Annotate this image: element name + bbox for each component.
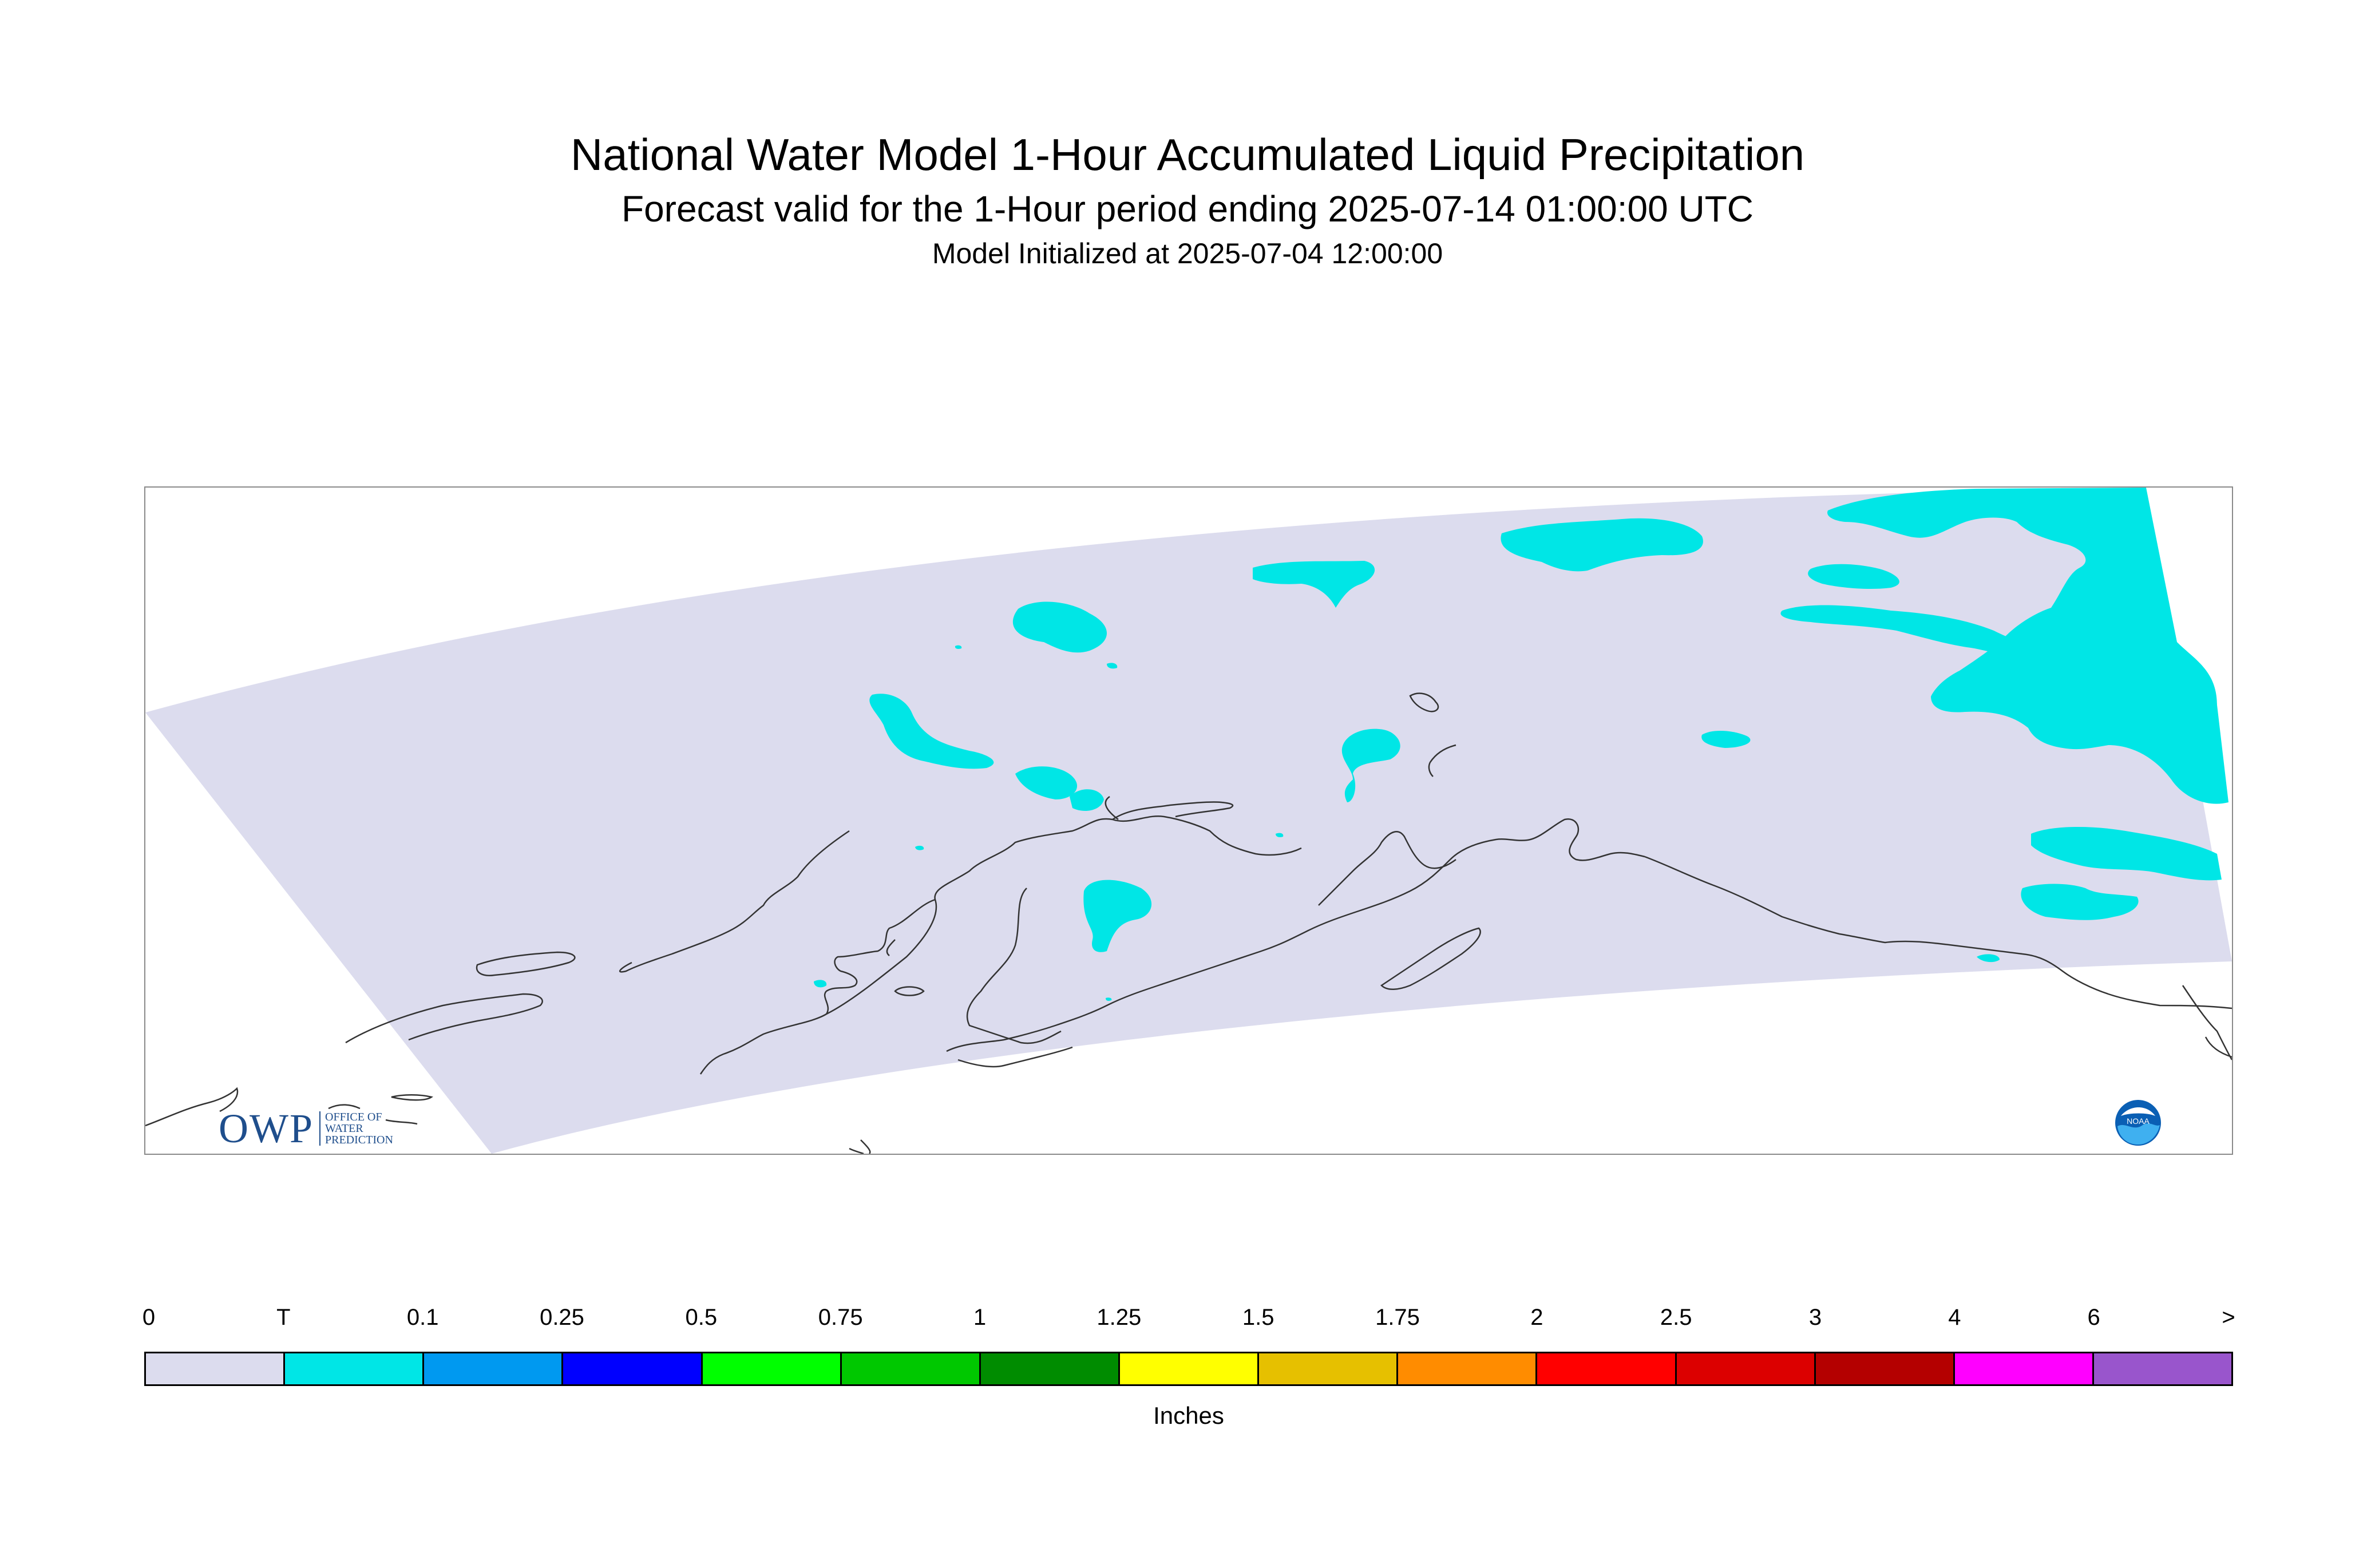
owp-sub-line: WATER (325, 1122, 363, 1135)
precip-area (1276, 833, 1284, 837)
precip-area (1070, 789, 1104, 811)
legend-tick-label: 1 (973, 1305, 987, 1330)
coastline-aleutian-south (849, 1139, 871, 1154)
legend-tick-label: T (276, 1305, 291, 1330)
legend-swatch (424, 1353, 564, 1384)
legend-tick-label: 4 (1948, 1305, 1961, 1330)
precip-area (869, 694, 994, 769)
legend-swatch (980, 1353, 1120, 1384)
legend-swatch (702, 1353, 842, 1384)
legend-tick-label: 1.5 (1242, 1305, 1274, 1330)
map-title: National Water Model 1-Hour Accumulated … (570, 129, 1805, 180)
legend-swatch (1676, 1353, 1816, 1384)
coastline-st-lawrence (391, 1094, 433, 1101)
coastline-island-nunivak (894, 986, 925, 996)
owp-sub-line: OFFICE OF (325, 1111, 382, 1123)
trace-precip-areas (814, 488, 2228, 1001)
legend-swatch (1815, 1353, 1955, 1384)
legend-swatch (1537, 1353, 1677, 1384)
model-domain-area (145, 488, 2232, 1154)
coastline-bay-west (966, 888, 1062, 1044)
legend-swatch (285, 1353, 425, 1384)
coastline-southeast (2182, 985, 2232, 1060)
precipitation-map (145, 488, 2232, 1154)
legend-tick-label: 0 (142, 1305, 156, 1330)
precip-area (1106, 997, 1112, 1001)
legend-swatch (1398, 1353, 1538, 1384)
coastline-inlet (1105, 795, 1234, 821)
coastline-cook-inlet (1318, 831, 1456, 906)
coastline-bering-islands (328, 1104, 418, 1125)
title-block: National Water Model 1-Hour Accumulated … (0, 126, 2375, 272)
coastline-bristol (699, 898, 936, 1075)
precip-area (1012, 601, 1107, 653)
precip-area (814, 980, 827, 988)
precip-area (2021, 884, 2139, 920)
coastline-chukotka (345, 993, 543, 1044)
legend-swatch (841, 1353, 981, 1384)
map-subtitle: Forecast valid for the 1-Hour period end… (621, 188, 1754, 229)
precip-area (1107, 663, 1118, 669)
legend-swatch (1119, 1353, 1260, 1384)
legend-tick-label: 3 (1808, 1305, 1822, 1330)
precip-area (1015, 766, 1078, 799)
owp-logo: OWP OFFICE OF WATER PREDICTION (219, 1106, 393, 1151)
coastline-siberia-west (145, 1087, 239, 1127)
legend-units-label: Inches (1153, 1402, 1224, 1429)
coastline-gulf (1644, 856, 2232, 1009)
model-init-time: Model Initialized at 2025-07-04 12:00:00 (932, 237, 1443, 270)
legend-tick-label: 0.75 (818, 1305, 863, 1330)
legend-tick-label: 1.25 (1097, 1305, 1142, 1330)
legend-swatch (1954, 1353, 2094, 1384)
legend-tick-label: 0.5 (685, 1305, 718, 1330)
coastline-west-bay (476, 951, 576, 976)
legend-swatch (2093, 1353, 2232, 1384)
legend-tick-label: 0.25 (540, 1305, 584, 1330)
legend-tick-label: 1.75 (1375, 1305, 1420, 1330)
coastline-river-delta (886, 939, 896, 956)
legend-colorbar (144, 1352, 2233, 1386)
legend-swatch (1259, 1353, 1399, 1384)
coastline-nw-lakes (1409, 692, 1456, 777)
noaa-logo-icon: NOAA (2115, 1100, 2161, 1146)
precip-area (1253, 561, 1375, 608)
precip-area (1977, 954, 2000, 963)
legend-tick-label: > (2222, 1305, 2235, 1330)
coastline-prince-william (1450, 818, 1645, 861)
legend-tick-label: 2 (1530, 1305, 1543, 1330)
coastline-kodiak (1380, 927, 1481, 990)
coastline-alaska-peninsula (946, 859, 1451, 1052)
precip-area (955, 645, 962, 649)
legend-swatch (146, 1353, 286, 1384)
precip-area (1501, 518, 1703, 572)
owp-sub-line: PREDICTION (325, 1134, 393, 1146)
precip-area (2031, 827, 2222, 881)
precip-area (915, 845, 924, 850)
legend-tick-label: 2.5 (1660, 1305, 1692, 1330)
owp-logo-subtitle: OFFICE OF WATER PREDICTION (319, 1111, 393, 1146)
legend-swatch (563, 1353, 703, 1384)
map-panel: OWP OFFICE OF WATER PREDICTION NOAA (144, 486, 2233, 1155)
precip-area (1341, 728, 1400, 802)
legend-tick-label: 6 (2087, 1305, 2100, 1330)
legend-tick-label: 0.1 (406, 1305, 439, 1330)
coastline-peninsula (619, 830, 850, 973)
coastline-mainland (826, 815, 1302, 1015)
coastline-aleutian-tip (957, 1046, 1073, 1068)
precip-area (1827, 488, 2228, 804)
precip-area (1701, 730, 1751, 748)
precip-area (1808, 564, 1899, 589)
svg-text:NOAA: NOAA (2127, 1116, 2150, 1126)
precipitation-legend: 0 T 0.1 0.25 0.5 0.75 1 1.25 1.5 1.75 2 2.5 3 4 6 > Inc… (142, 1305, 2235, 1431)
precip-area (1083, 880, 1152, 952)
coastlines (145, 692, 2232, 1154)
legend-labels: 0 T 0.1 0.25 0.5 0.75 1 1.25 1.5 1.75 2 2.5 3 4 6 > (142, 1305, 2235, 1339)
owp-logo-text: OWP (219, 1105, 314, 1151)
